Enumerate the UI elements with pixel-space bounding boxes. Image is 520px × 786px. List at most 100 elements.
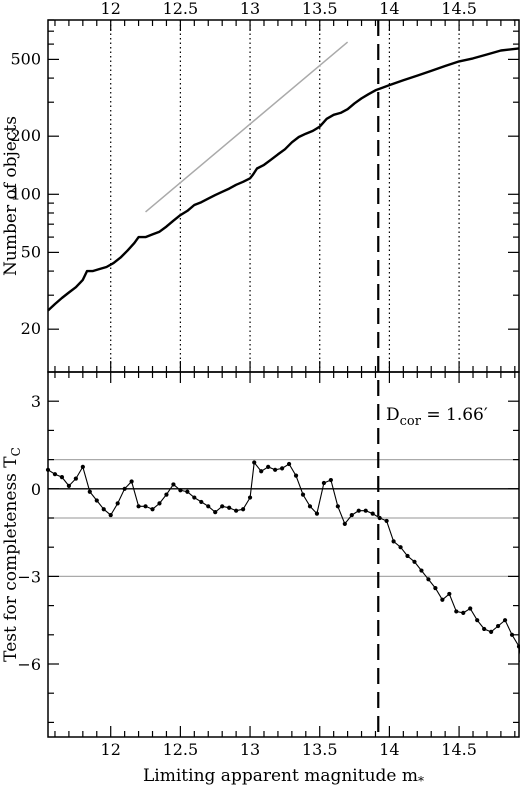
completeness-test-point	[213, 510, 218, 515]
completeness-test-point	[108, 512, 113, 518]
completeness-test-point	[349, 512, 354, 518]
top-y-tick-label: 100	[10, 184, 41, 203]
completeness-test-point	[502, 618, 508, 623]
top-y-tick-label: 500	[10, 49, 41, 68]
completeness-test-point	[461, 610, 466, 616]
top-x-tick-label: 12	[101, 0, 121, 18]
completeness-test-point	[335, 504, 340, 509]
completeness-test-point	[143, 504, 148, 509]
completeness-test-point	[59, 475, 65, 480]
completeness-test-point	[192, 495, 197, 500]
top-y-tick-label: 20	[21, 319, 41, 338]
cumulative-counts-line	[47, 47, 520, 312]
completeness-test-point	[509, 632, 515, 637]
completeness-test-line	[47, 461, 520, 655]
top-x-tick-label: 14	[379, 0, 399, 18]
completeness-test-point	[370, 511, 375, 516]
completeness-test-point	[157, 501, 162, 506]
completeness-test-point	[342, 521, 347, 526]
completeness-test-point	[363, 508, 368, 513]
bottom-y-axis-label: Test for completeness TC	[1, 447, 23, 662]
completeness-test-point	[178, 488, 183, 493]
completeness-test-point	[247, 495, 253, 500]
dcor-annotation: Dcor = 1.66′	[386, 405, 488, 429]
completeness-test-point	[266, 464, 271, 469]
bottom-y-tick-label: 0	[31, 480, 41, 499]
bottom-x-tick-label: 12.5	[163, 740, 199, 759]
completeness-test-point	[475, 618, 480, 623]
completeness-test-point	[447, 591, 452, 597]
bottom-x-tick-label: 13	[240, 740, 260, 759]
completeness-test-point	[440, 597, 445, 602]
completeness-test-point	[185, 489, 190, 494]
completeness-test-point	[164, 492, 169, 497]
completeness-test-point	[314, 511, 320, 516]
top-y-tick-label: 50	[21, 242, 41, 261]
completeness-test-point	[101, 507, 106, 512]
completeness-test-point	[328, 477, 333, 483]
completeness-test-point	[426, 577, 431, 582]
completeness-test-point	[398, 545, 403, 550]
completeness-test-point	[206, 504, 211, 509]
top-y-axis-label: Number of objects	[1, 116, 21, 276]
top-y-tick-label: 200	[10, 126, 41, 145]
x-axis-label: Limiting apparent magnitude m*	[143, 766, 424, 786]
bottom-y-tick-label: −6	[17, 655, 41, 674]
completeness-test-point	[220, 504, 225, 509]
completeness-test-point	[52, 472, 58, 477]
top-panel	[47, 19, 520, 373]
completeness-test-point	[405, 553, 410, 559]
completeness-test-point	[321, 480, 327, 486]
completeness-test-point	[286, 461, 292, 467]
completeness-test-point	[307, 504, 313, 509]
completeness-test-point	[468, 606, 473, 611]
bottom-x-tick-label: 14.5	[441, 740, 477, 759]
completeness-test-point	[171, 482, 176, 487]
completeness-test-point	[199, 499, 204, 505]
completeness-test-point	[482, 626, 487, 632]
completeness-test-point	[419, 568, 424, 573]
completeness-test-point	[122, 486, 127, 491]
completeness-test-point	[412, 559, 417, 564]
completeness-test-point	[87, 489, 92, 494]
bottom-panel-frame	[47, 371, 520, 738]
bottom-x-tick-label: 12	[101, 740, 121, 759]
completeness-test-point	[66, 483, 72, 488]
completeness-test-point	[300, 492, 306, 497]
completeness-test-point	[73, 476, 78, 481]
top-panel-frame	[47, 19, 520, 373]
completeness-test-point	[94, 498, 99, 503]
completeness-test-point	[356, 508, 361, 513]
completeness-test-point	[384, 518, 389, 524]
top-x-tick-label: 13	[240, 0, 260, 18]
completeness-test-point	[391, 539, 396, 544]
completeness-test-point	[489, 629, 494, 634]
top-x-tick-label: 12.5	[163, 0, 199, 18]
bottom-x-tick-label: 13.5	[302, 740, 338, 759]
completeness-test-point	[259, 469, 264, 474]
completeness-test-point	[454, 609, 459, 614]
completeness-test-point	[280, 466, 285, 471]
bottom-y-tick-label: 3	[31, 392, 41, 411]
completeness-test-point	[80, 464, 85, 469]
completeness-test-point	[273, 467, 278, 472]
completeness-test-point	[293, 473, 299, 478]
completeness-test-point	[150, 507, 155, 512]
bottom-y-tick-label: −3	[17, 567, 41, 586]
bottom-panel	[45, 371, 520, 738]
top-x-tick-label: 14.5	[441, 0, 477, 18]
completeness-test-point	[227, 505, 232, 510]
completeness-test-point	[433, 585, 438, 591]
completeness-test-point	[129, 479, 134, 484]
bottom-x-tick-label: 14	[379, 740, 399, 759]
completeness-test-point	[495, 623, 501, 629]
completeness-test-point	[240, 507, 246, 512]
completeness-test-point	[252, 460, 257, 465]
completeness-test-point	[377, 515, 382, 521]
completeness-test-point	[234, 508, 239, 513]
reference-slope-line	[145, 41, 349, 213]
top-x-tick-label: 13.5	[302, 0, 338, 18]
completeness-test-point	[136, 504, 141, 509]
completeness-test-point	[115, 501, 120, 506]
